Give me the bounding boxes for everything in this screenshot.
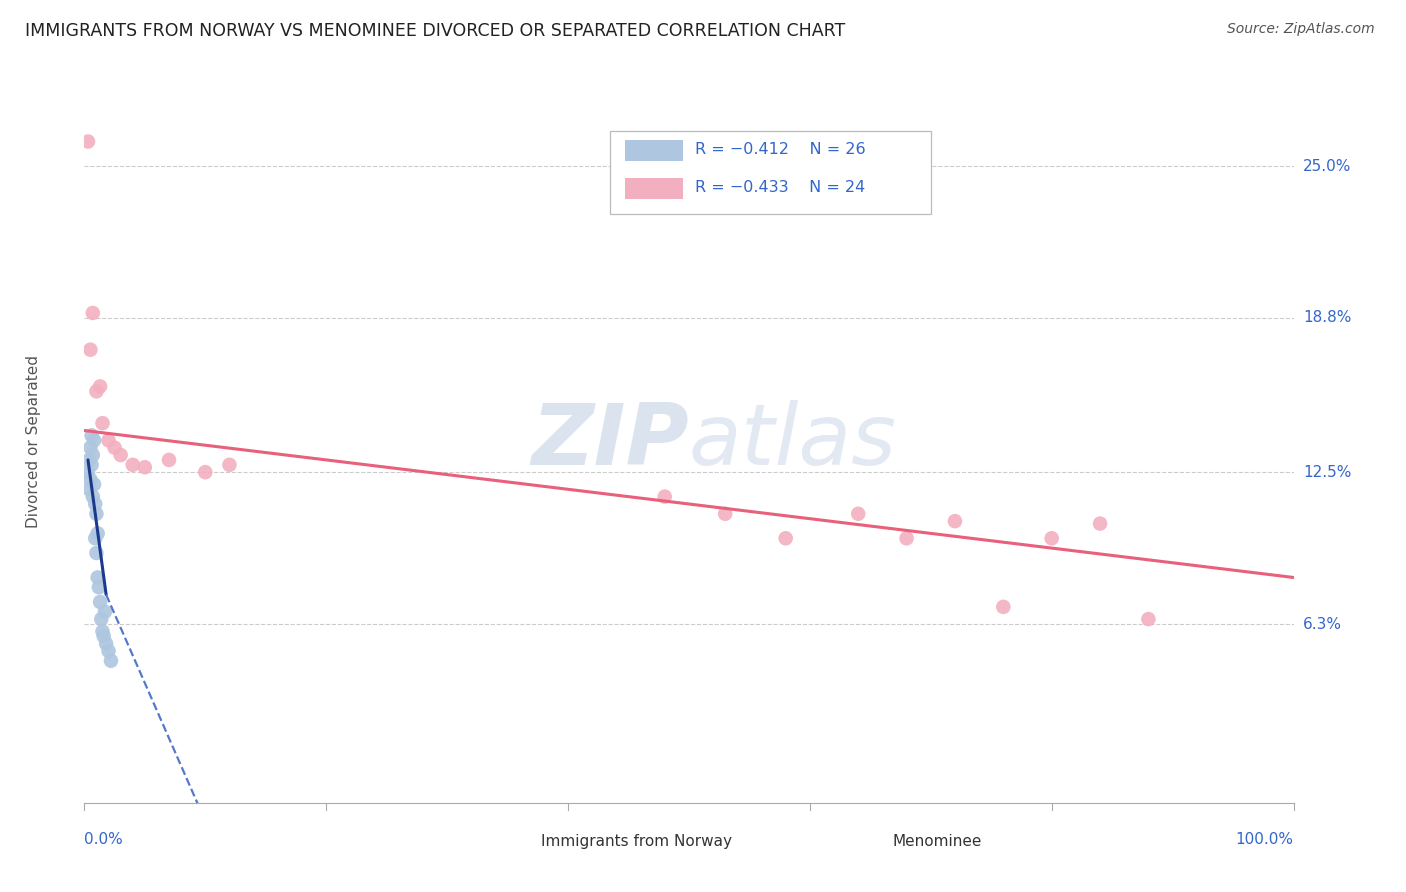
Point xyxy=(97,434,120,448)
Point xyxy=(94,605,117,619)
Point xyxy=(80,458,103,472)
Point xyxy=(84,531,107,545)
Point xyxy=(93,629,115,643)
Point xyxy=(896,531,918,545)
Text: Divorced or Separated: Divorced or Separated xyxy=(27,355,41,528)
Point xyxy=(714,507,737,521)
Text: Menominee: Menominee xyxy=(891,834,981,849)
Point xyxy=(87,580,110,594)
Point xyxy=(134,460,156,475)
Point xyxy=(77,453,100,467)
Bar xyxy=(484,833,529,851)
Point xyxy=(218,458,240,472)
Point xyxy=(83,434,105,448)
Point xyxy=(194,465,217,479)
Point xyxy=(104,441,127,455)
Point xyxy=(90,612,112,626)
Text: 6.3%: 6.3% xyxy=(1303,616,1343,632)
Point xyxy=(86,507,108,521)
Point xyxy=(1040,531,1063,545)
Point xyxy=(121,458,143,472)
Point xyxy=(77,465,100,479)
Point xyxy=(79,441,101,455)
Point xyxy=(91,416,114,430)
Point xyxy=(775,531,797,545)
Point xyxy=(84,497,107,511)
Point xyxy=(86,546,108,560)
Point xyxy=(82,490,104,504)
Text: 0.0%: 0.0% xyxy=(84,831,124,847)
Point xyxy=(1137,612,1160,626)
Point xyxy=(110,448,132,462)
Point xyxy=(77,483,100,497)
Point xyxy=(77,135,100,149)
Text: 18.8%: 18.8% xyxy=(1303,310,1351,326)
Text: Source: ZipAtlas.com: Source: ZipAtlas.com xyxy=(1227,22,1375,37)
Text: Immigrants from Norway: Immigrants from Norway xyxy=(541,834,733,849)
Point xyxy=(83,477,105,491)
Bar xyxy=(624,178,683,200)
Point xyxy=(91,624,114,639)
Point xyxy=(97,644,120,658)
Point xyxy=(86,570,108,584)
Text: ZIP: ZIP xyxy=(531,400,689,483)
Point xyxy=(89,379,111,393)
Point xyxy=(943,514,966,528)
Point xyxy=(80,428,103,442)
Bar xyxy=(624,139,683,161)
Text: R = −0.412    N = 26: R = −0.412 N = 26 xyxy=(695,142,866,157)
Point xyxy=(100,654,122,668)
Text: IMMIGRANTS FROM NORWAY VS MENOMINEE DIVORCED OR SEPARATED CORRELATION CHART: IMMIGRANTS FROM NORWAY VS MENOMINEE DIVO… xyxy=(25,22,845,40)
Point xyxy=(82,448,104,462)
Point xyxy=(157,453,180,467)
Bar xyxy=(834,833,880,851)
Point xyxy=(79,473,101,487)
Point xyxy=(993,599,1015,614)
Text: atlas: atlas xyxy=(689,400,897,483)
FancyBboxPatch shape xyxy=(610,131,931,214)
Point xyxy=(79,343,101,357)
Point xyxy=(94,637,117,651)
Point xyxy=(86,526,108,541)
Point xyxy=(654,490,676,504)
Text: 12.5%: 12.5% xyxy=(1303,465,1351,480)
Text: 25.0%: 25.0% xyxy=(1303,159,1351,174)
Point xyxy=(86,384,108,399)
Text: R = −0.433    N = 24: R = −0.433 N = 24 xyxy=(695,180,865,195)
Text: 100.0%: 100.0% xyxy=(1236,831,1294,847)
Point xyxy=(82,306,104,320)
Point xyxy=(846,507,869,521)
Point xyxy=(1088,516,1111,531)
Point xyxy=(89,595,111,609)
